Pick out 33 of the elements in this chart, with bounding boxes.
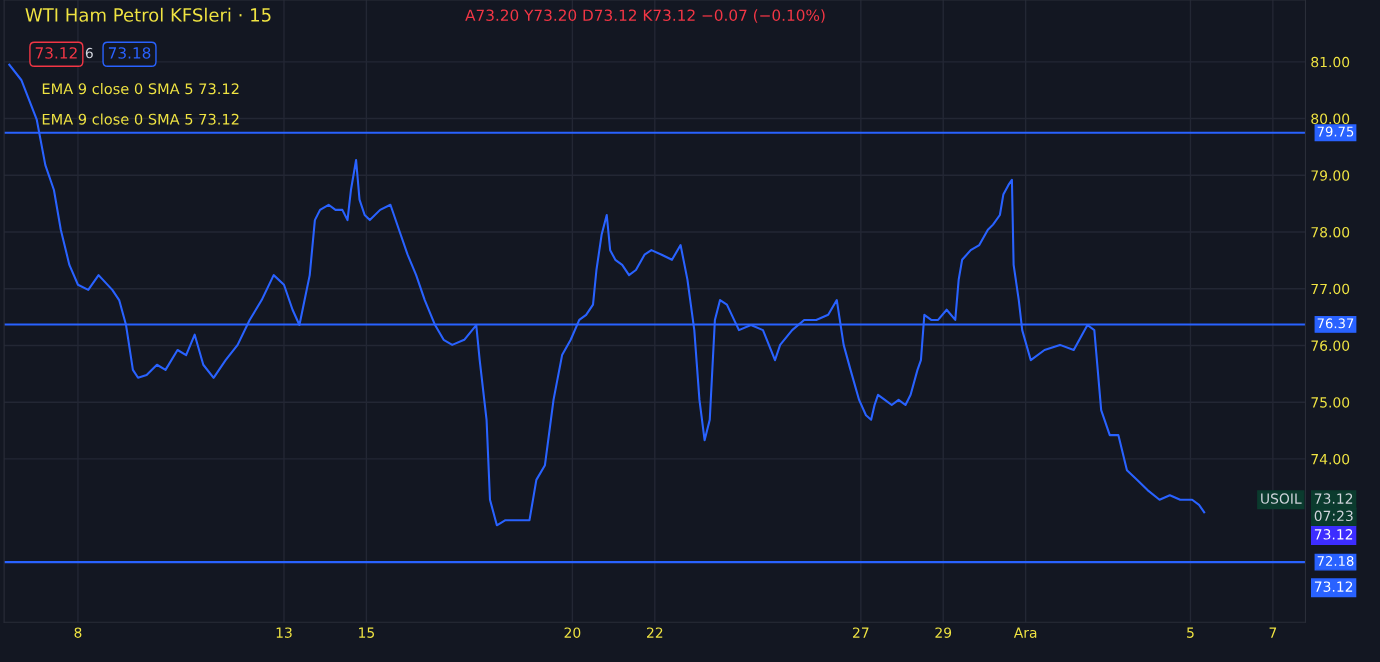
text: 73.12 bbox=[1314, 493, 1353, 504]
text: 73.12 bbox=[1314, 529, 1353, 540]
y-tick-label: 75.00 bbox=[1311, 397, 1350, 408]
x-tick-label: 7 bbox=[1269, 627, 1277, 638]
ref-line-label: 76.37 bbox=[1317, 318, 1354, 329]
x-tick-label: 8 bbox=[74, 627, 82, 638]
y-tick-label: 79.00 bbox=[1311, 170, 1350, 181]
x-tick-label: 22 bbox=[646, 627, 663, 638]
x-tick-label: 5 bbox=[1187, 627, 1194, 638]
x-tick-label: 13 bbox=[276, 627, 292, 638]
annotation: EMA 9 close 0 SMA 5 73.12 bbox=[42, 82, 239, 95]
text: 73.12 bbox=[1314, 581, 1353, 592]
annotation: USOIL bbox=[1261, 493, 1302, 504]
ref-line-label: 79.75 bbox=[1317, 126, 1354, 137]
x-tick-label: 20 bbox=[564, 627, 581, 638]
y-tick-label: 76.00 bbox=[1311, 340, 1350, 351]
y-tick-label: 81.00 bbox=[1311, 56, 1350, 68]
x-tick-label: 27 bbox=[853, 627, 869, 638]
y-tick-label: 80.00 bbox=[1311, 113, 1350, 125]
x-tick-label: 29 bbox=[935, 627, 952, 638]
annotation: 73.12 bbox=[35, 47, 77, 59]
annotation: 6 bbox=[85, 47, 93, 59]
x-tick-label: 15 bbox=[359, 627, 375, 638]
y-tick-label: 78.00 bbox=[1311, 226, 1350, 238]
annotation: A73.20 Y73.20 D73.12 K73.12 −0.07 (−0.10%) bbox=[465, 9, 825, 23]
text: 07:23 bbox=[1314, 510, 1353, 522]
y-tick-label: 74.00 bbox=[1311, 453, 1350, 465]
y-tick-label: 77.00 bbox=[1311, 283, 1350, 295]
x-tick-label: Ara bbox=[1013, 627, 1037, 638]
chart-title: WTI Ham Petrol KFSleri · 15 bbox=[25, 7, 271, 22]
annotation: 73.18 bbox=[108, 47, 151, 59]
ref-line-label: 72.18 bbox=[1317, 556, 1354, 566]
annotation: EMA 9 close 0 SMA 5 73.12 bbox=[42, 113, 239, 125]
